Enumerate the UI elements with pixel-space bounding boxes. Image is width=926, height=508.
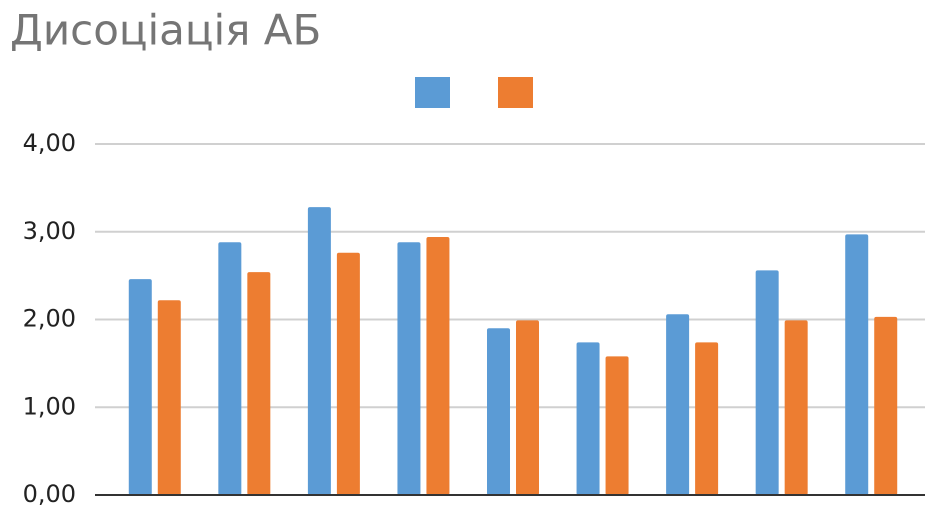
bar: [247, 272, 271, 495]
bar: [874, 316, 898, 495]
y-tick-label: 3,00: [23, 217, 76, 245]
bar: [336, 252, 360, 495]
bar: [845, 234, 869, 495]
y-tick-label: 2,00: [23, 305, 76, 333]
bar: [157, 300, 181, 495]
chart-title: Дисоціація АБ: [10, 6, 321, 55]
bar: [516, 320, 539, 495]
bar: [784, 320, 808, 495]
bar: [695, 342, 719, 495]
bar: [128, 279, 152, 495]
bar: [487, 328, 510, 495]
bar: [426, 237, 450, 495]
bar: [666, 314, 690, 495]
bar: [605, 356, 629, 495]
legend-swatch: [415, 77, 450, 108]
bar: [307, 207, 331, 495]
bar: [397, 242, 421, 495]
y-tick-label: 0,00: [23, 480, 76, 508]
y-tick-label: 1,00: [23, 392, 76, 420]
legend-swatch: [498, 77, 533, 108]
bar: [755, 270, 779, 495]
y-tick-label: 4,00: [23, 129, 76, 157]
bar: [218, 242, 242, 495]
bar: [576, 342, 600, 495]
